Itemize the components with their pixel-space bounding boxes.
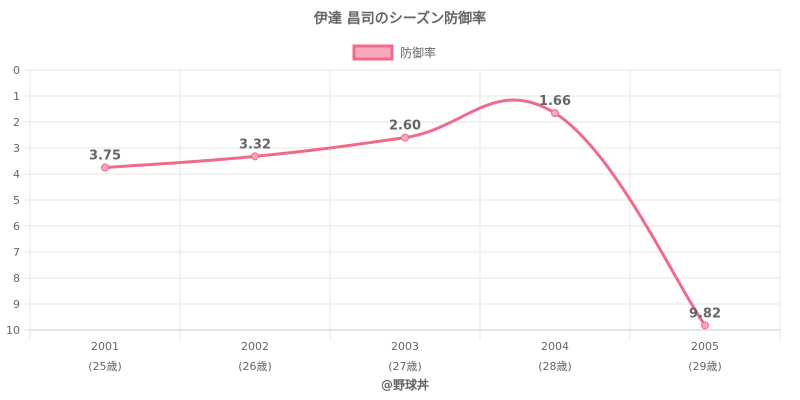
- y-tick-label: 9: [13, 298, 20, 311]
- data-points: [101, 109, 709, 330]
- data-point[interactable]: [701, 321, 709, 330]
- series-line: [104, 98, 707, 327]
- series-line-path: [104, 98, 707, 327]
- x-tick-label: 2001: [91, 340, 119, 353]
- data-point[interactable]: [251, 152, 259, 161]
- data-label: 1.66: [539, 94, 571, 109]
- y-tick-label: 4: [13, 168, 20, 181]
- x-tick-label: 2004: [541, 340, 569, 353]
- data-label: 3.75: [89, 149, 121, 164]
- x-tick-sublabel: (26歳): [238, 360, 272, 373]
- x-tick-sublabel: (27歳): [388, 360, 422, 373]
- y-tick-label: 0: [13, 64, 20, 77]
- x-tick-label: 2005: [691, 340, 719, 353]
- data-point[interactable]: [551, 109, 559, 118]
- y-tick-label: 6: [13, 220, 20, 233]
- chart-title: 伊達 昌司のシーズン防御率: [313, 10, 486, 27]
- x-tick-sublabel: (28歳): [538, 360, 572, 373]
- legend[interactable]: 防御率: [352, 44, 436, 61]
- x-axis: 2001 (25歳) 2002 (26歳) 2003 (27歳) 2004 (28歳) 2005…: [30, 329, 780, 373]
- x-tick-sublabel: (29歳): [688, 360, 722, 373]
- data-point[interactable]: [101, 163, 109, 172]
- data-label: 2.60: [389, 119, 421, 134]
- y-axis: 0 1 2 3 4 5 6 7 8 9 10: [6, 64, 30, 337]
- y-tick-label: 1: [13, 90, 20, 103]
- y-tick-label: 2: [13, 116, 20, 129]
- x-tick-label: 2003: [391, 340, 419, 353]
- x-tick-label: 2002: [241, 340, 269, 353]
- data-label: 3.32: [239, 137, 271, 152]
- y-tick-label: 3: [13, 142, 20, 155]
- y-tick-label: 8: [13, 272, 20, 285]
- legend-label: 防御率: [400, 45, 436, 60]
- y-tick-label: 5: [13, 194, 20, 207]
- data-label: 9.82: [689, 306, 721, 321]
- data-point[interactable]: [401, 133, 409, 142]
- credit-text: @野球丼: [381, 377, 429, 392]
- grid: [29, 69, 781, 340]
- x-tick-sublabel: (25歳): [88, 360, 122, 373]
- y-tick-label: 7: [13, 246, 20, 259]
- data-labels: 3.75 3.32 2.60 1.66 9.82: [89, 94, 721, 321]
- y-tick-label: 10: [6, 324, 20, 337]
- legend-swatch: [352, 44, 394, 61]
